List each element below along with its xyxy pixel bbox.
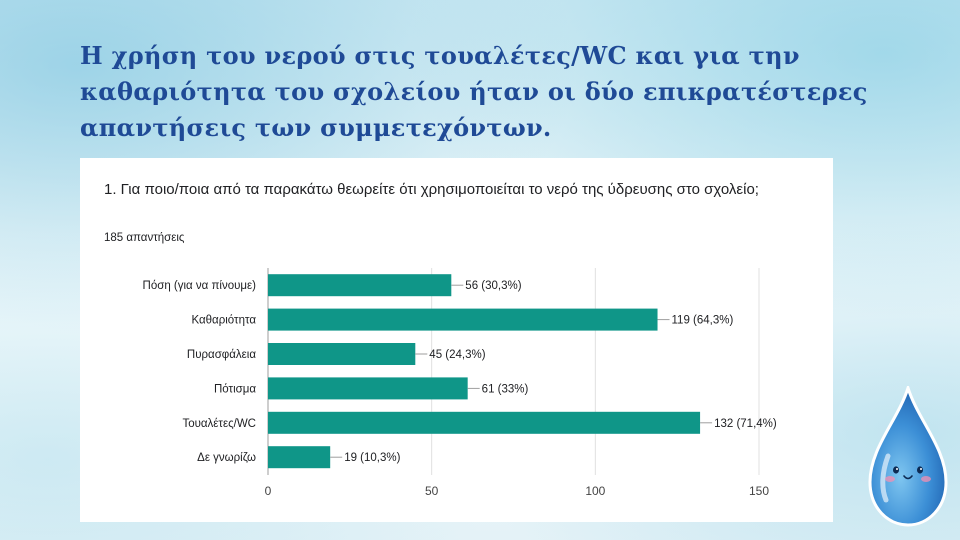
category-label: Δε γνωρίζω — [197, 452, 256, 464]
bar-chart: 0 50 100 150 Πόση (για να πίνουμε) 56 (30,3%)… — [143, 268, 777, 498]
x-tick-label: 50 — [425, 484, 439, 498]
bar — [268, 411, 701, 434]
bar — [268, 377, 468, 400]
response-count: 185 απαντήσεις — [104, 232, 185, 244]
slide-title: Η χρήση του νερού στις τουαλέτες/WC και … — [80, 41, 868, 142]
category-label: Καθαριότητα — [191, 315, 256, 327]
category-label: Πότισμα — [214, 383, 256, 395]
bar — [268, 343, 416, 365]
chart-question: 1. Για ποιο/ποια από τα παρακάτω θεωρείτ… — [104, 181, 759, 198]
data-label: 45 (24,3%) — [429, 349, 485, 361]
data-label: 19 (10,3%) — [344, 452, 400, 464]
bar — [268, 308, 658, 331]
water-drop-mascot — [868, 386, 948, 527]
category-label: Πόση (για να πίνουμε) — [143, 280, 257, 292]
x-tick-label: 100 — [585, 484, 605, 498]
x-tick-label: 150 — [749, 484, 769, 498]
category-label: Τουαλέτες/WC — [182, 418, 256, 430]
data-label: 56 (30,3%) — [465, 280, 521, 292]
data-label: 132 (71,4%) — [714, 418, 777, 430]
bar — [268, 446, 331, 469]
bar — [268, 274, 452, 297]
x-tick-label: 0 — [265, 484, 272, 498]
chart-panel: 1. Για ποιο/ποια από τα παρακάτω θεωρείτ… — [80, 158, 833, 522]
data-label: 119 (64,3%) — [672, 315, 734, 327]
data-label: 61 (33%) — [482, 383, 529, 395]
category-label: Πυρασφάλεια — [187, 349, 256, 361]
